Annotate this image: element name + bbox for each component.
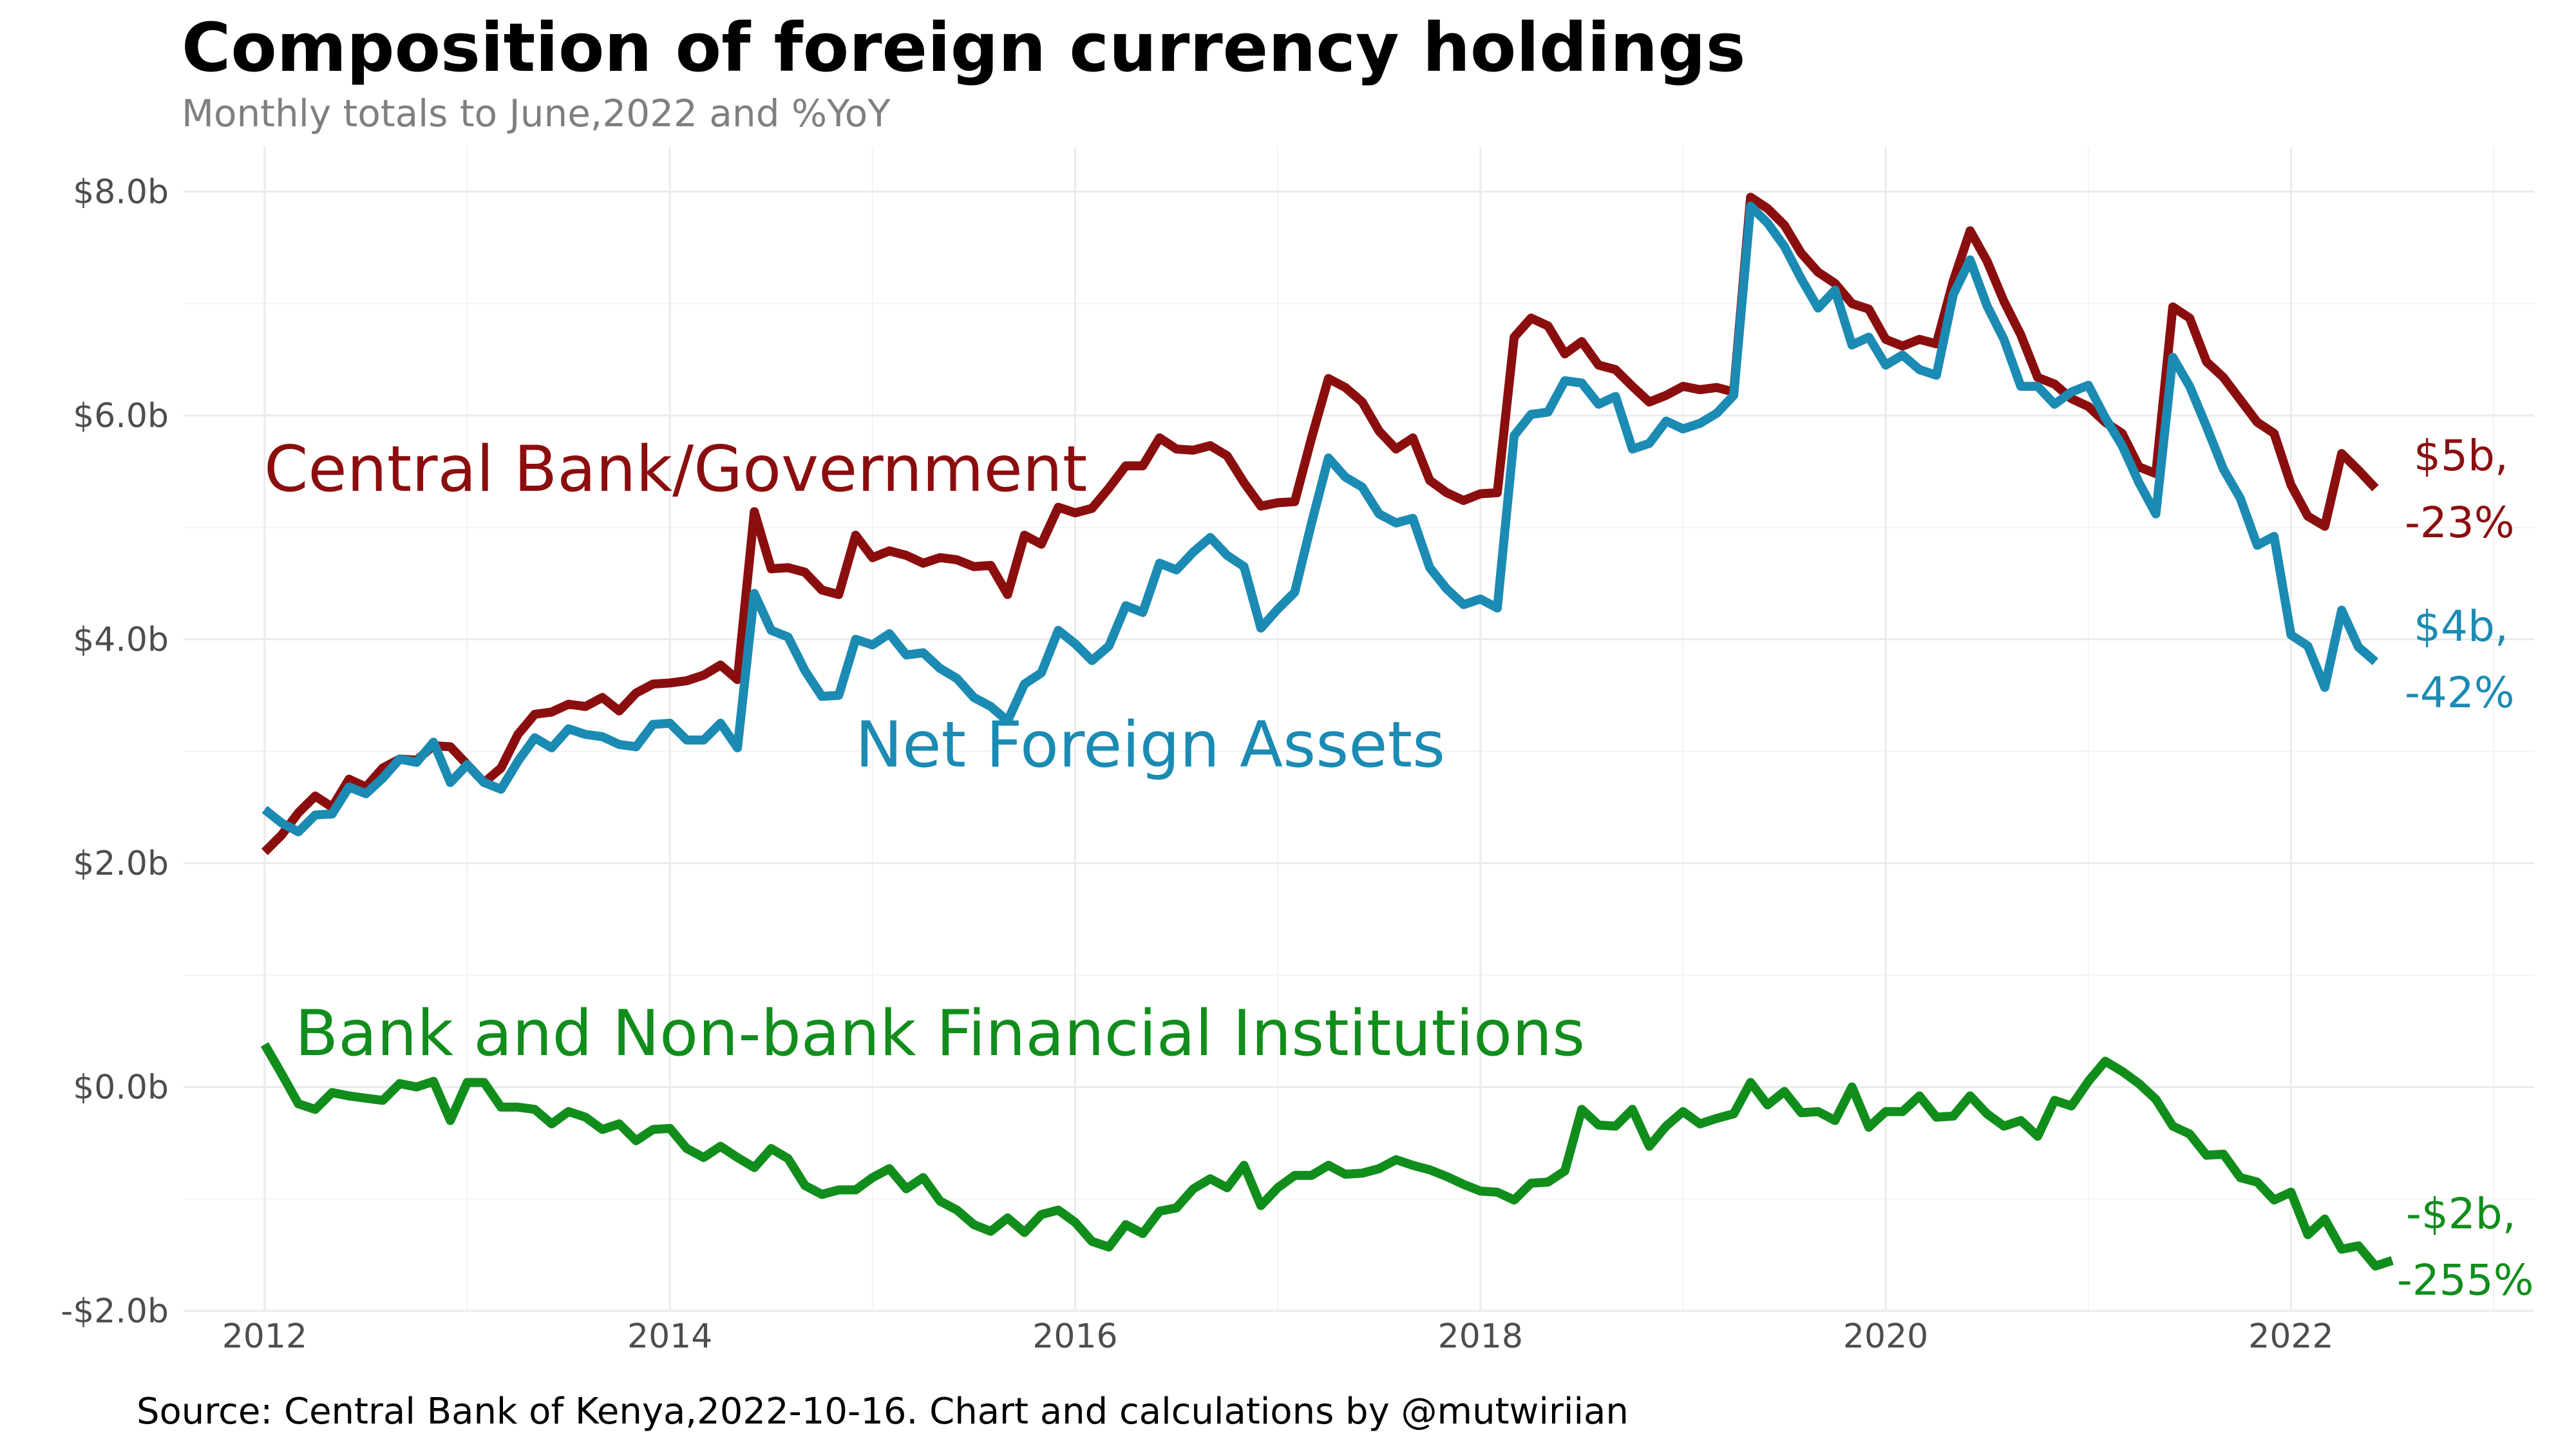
series-line-bank-nonbank-financial	[260, 1042, 2394, 1271]
y-tick-label: $0.0b	[73, 1069, 169, 1107]
x-tick-label: 2018	[1438, 1317, 1523, 1356]
chart-caption: Source: Central Bank of Kenya,2022-10-16…	[137, 1391, 1629, 1433]
x-tick-label: 2012	[222, 1317, 307, 1356]
end-labels: $5b, -23% $4b, -42% -$2b, -255%	[2397, 431, 2534, 1305]
end-label-central-bank-value: $5b,	[2414, 431, 2508, 481]
series-lines	[260, 193, 2394, 1271]
series-label-net-foreign-assets: Net Foreign Assets	[855, 709, 1445, 782]
y-tick-label: $4.0b	[73, 621, 169, 660]
series-label-group: Central Bank/Government Net Foreign Asse…	[264, 433, 1585, 1071]
x-axis: 2012 2014 2016 2018 2020 2022	[222, 1317, 2334, 1356]
series-label-central-bank: Central Bank/Government	[264, 433, 1087, 506]
end-label-central-bank-change: -23%	[2405, 498, 2515, 548]
y-tick-label: -$2.0b	[61, 1292, 169, 1331]
y-tick-label: $6.0b	[73, 397, 169, 435]
end-label-nfa-value: $4b,	[2414, 602, 2508, 651]
y-axis: -$2.0b $0.0b $2.0b $4.0b $6.0b $8.0b	[61, 173, 169, 1331]
end-label-fi-change: -255%	[2397, 1255, 2534, 1305]
chart-title: Composition of foreign currency holdings	[182, 8, 1746, 87]
y-tick-label: $2.0b	[73, 844, 169, 883]
series-line-central-bank-government	[261, 193, 2379, 855]
y-tick-label: $8.0b	[73, 173, 169, 212]
chart-subtitle: Monthly totals to June,2022 and %YoY	[182, 91, 891, 135]
end-label-nfa-change: -42%	[2405, 668, 2515, 718]
x-tick-label: 2020	[1843, 1317, 1928, 1356]
x-tick-label: 2016	[1032, 1317, 1117, 1356]
series-line-net-foreign-assets	[261, 202, 2379, 837]
series-label-financial-institutions: Bank and Non-bank Financial Institutions	[295, 997, 1585, 1071]
end-label-fi-value: -$2b,	[2406, 1189, 2516, 1239]
x-tick-label: 2014	[627, 1317, 712, 1356]
x-tick-label: 2022	[2248, 1317, 2333, 1356]
